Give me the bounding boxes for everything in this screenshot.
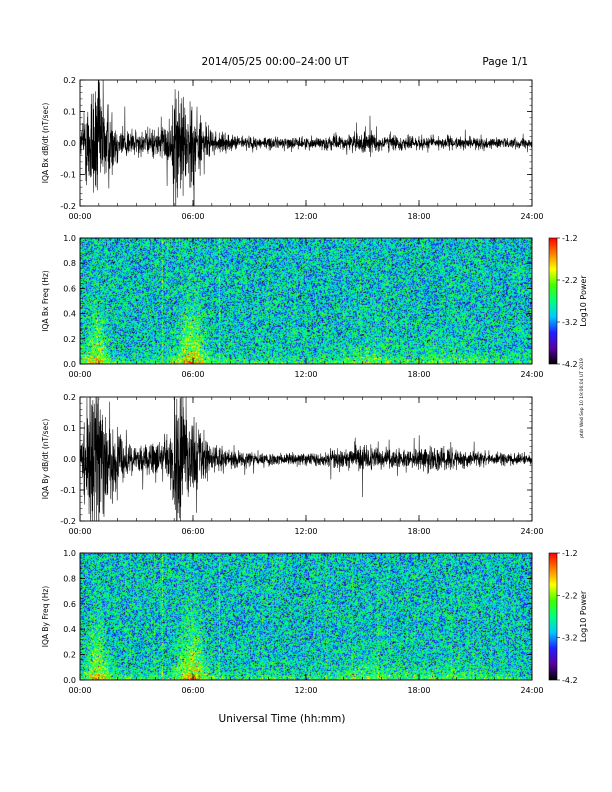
- y-axis-label: IQA Bx Freq (Hz): [41, 270, 50, 332]
- side-stamp: ptdr Wed Sep 10 19:06:04 UT 2019: [579, 358, 585, 438]
- colorbar: [548, 552, 558, 681]
- y-axis-label: IQA By dB/dt (nT/sec): [41, 419, 50, 500]
- series-line: [80, 80, 532, 206]
- colorbar-label: Log10 Power: [579, 275, 588, 327]
- y-tick-label: 0.8: [63, 259, 76, 268]
- y-tick-label: 0.6: [63, 284, 76, 293]
- x-tick-label: 24:00: [520, 370, 543, 379]
- colorbar-tick-label: -3.2: [562, 634, 578, 643]
- x-tick-label: 18:00: [407, 686, 430, 695]
- y-tick-label: -0.1: [60, 171, 76, 180]
- spectrogram-image: [80, 553, 532, 680]
- y-tick-label: 0.0: [63, 676, 76, 685]
- x-tick-label: 18:00: [407, 527, 430, 536]
- y-tick-label: 0.6: [63, 600, 76, 609]
- x-tick-label: 18:00: [407, 212, 430, 221]
- x-tick-label: 12:00: [294, 686, 317, 695]
- x-tick-label: 00:00: [68, 370, 91, 379]
- x-tick-label: 00:00: [68, 212, 91, 221]
- colorbar-label: Log10 Power: [579, 590, 588, 642]
- panels: 0.2 0.1 0.0 -0.1 -0.2 IQA Bx dB/dt (nT/sec) 00…: [41, 76, 588, 695]
- dbdt-panel-2: 0.2 0.1 0.0 -0.1 -0.2 IQA By dB/dt (nT/sec) 00…: [41, 393, 544, 536]
- x-tick-label: 12:00: [294, 527, 317, 536]
- colorbar-tick-label: -2.2: [562, 276, 578, 285]
- colorbar-tick-label: -2.2: [562, 591, 578, 600]
- y-axis-label: IQA By Freq (Hz): [41, 586, 50, 648]
- y-tick-label: 1.0: [63, 549, 76, 558]
- spectrogram-panel-1: 1.0 0.8 0.6 0.4 0.2 0.0 IQA Bx Freq (Hz) 00:00 0…: [41, 234, 588, 379]
- x-tick-label: 06:00: [181, 212, 204, 221]
- x-tick-label: 12:00: [294, 370, 317, 379]
- colorbar-tick-label: -3.2: [562, 318, 578, 327]
- colorbar-tick-label: -4.2: [562, 676, 578, 685]
- y-tick-label: -0.2: [60, 517, 76, 526]
- series-line: [80, 397, 532, 521]
- y-tick-label: 0.2: [63, 393, 76, 402]
- x-tick-label: 00:00: [68, 527, 91, 536]
- spectrogram-panel-3: 1.0 0.8 0.6 0.4 0.2 0.0 IQA By Freq (Hz) 00:00 0…: [41, 549, 588, 695]
- spectrogram-image: [80, 238, 532, 364]
- y-tick-label: -0.2: [60, 202, 76, 211]
- colorbar-tick-label: -4.2: [562, 360, 578, 369]
- colorbar: [548, 237, 558, 365]
- y-tick-label: 0.1: [63, 108, 76, 117]
- dbdt-panel-0: 0.2 0.1 0.0 -0.1 -0.2 IQA Bx dB/dt (nT/sec) 00…: [41, 76, 544, 221]
- y-tick-label: 0.4: [63, 310, 76, 319]
- y-tick-label: 0.1: [63, 424, 76, 433]
- x-tick-label: 24:00: [520, 212, 543, 221]
- x-tick-label: 18:00: [407, 370, 430, 379]
- y-tick-label: 0.2: [63, 76, 76, 85]
- y-tick-label: 0.8: [63, 574, 76, 583]
- page-title: 2014/05/25 00:00–24:00 UT: [201, 56, 349, 68]
- y-tick-label: 0.2: [63, 651, 76, 660]
- y-tick-label: 0.2: [63, 335, 76, 344]
- x-tick-label: 12:00: [294, 212, 317, 221]
- x-tick-label: 24:00: [520, 527, 543, 536]
- y-axis-label: IQA Bx dB/dt (nT/sec): [41, 103, 50, 184]
- x-tick-label: 24:00: [520, 686, 543, 695]
- x-axis-title: Universal Time (hh:mm): [219, 713, 346, 725]
- x-tick-label: 06:00: [181, 527, 204, 536]
- y-tick-label: 1.0: [63, 234, 76, 243]
- y-tick-label: 0.0: [63, 455, 76, 464]
- y-tick-label: 0.4: [63, 625, 76, 634]
- y-tick-label: -0.1: [60, 486, 76, 495]
- colorbar-tick-label: -1.2: [562, 234, 578, 243]
- y-tick-label: 0.0: [63, 139, 76, 148]
- colorbar-tick-label: -1.2: [562, 549, 578, 558]
- y-tick-label: 0.0: [63, 360, 76, 369]
- page-number: Page 1/1: [482, 56, 528, 68]
- x-tick-label: 00:00: [68, 686, 91, 695]
- x-tick-label: 06:00: [181, 370, 204, 379]
- x-tick-label: 06:00: [181, 686, 204, 695]
